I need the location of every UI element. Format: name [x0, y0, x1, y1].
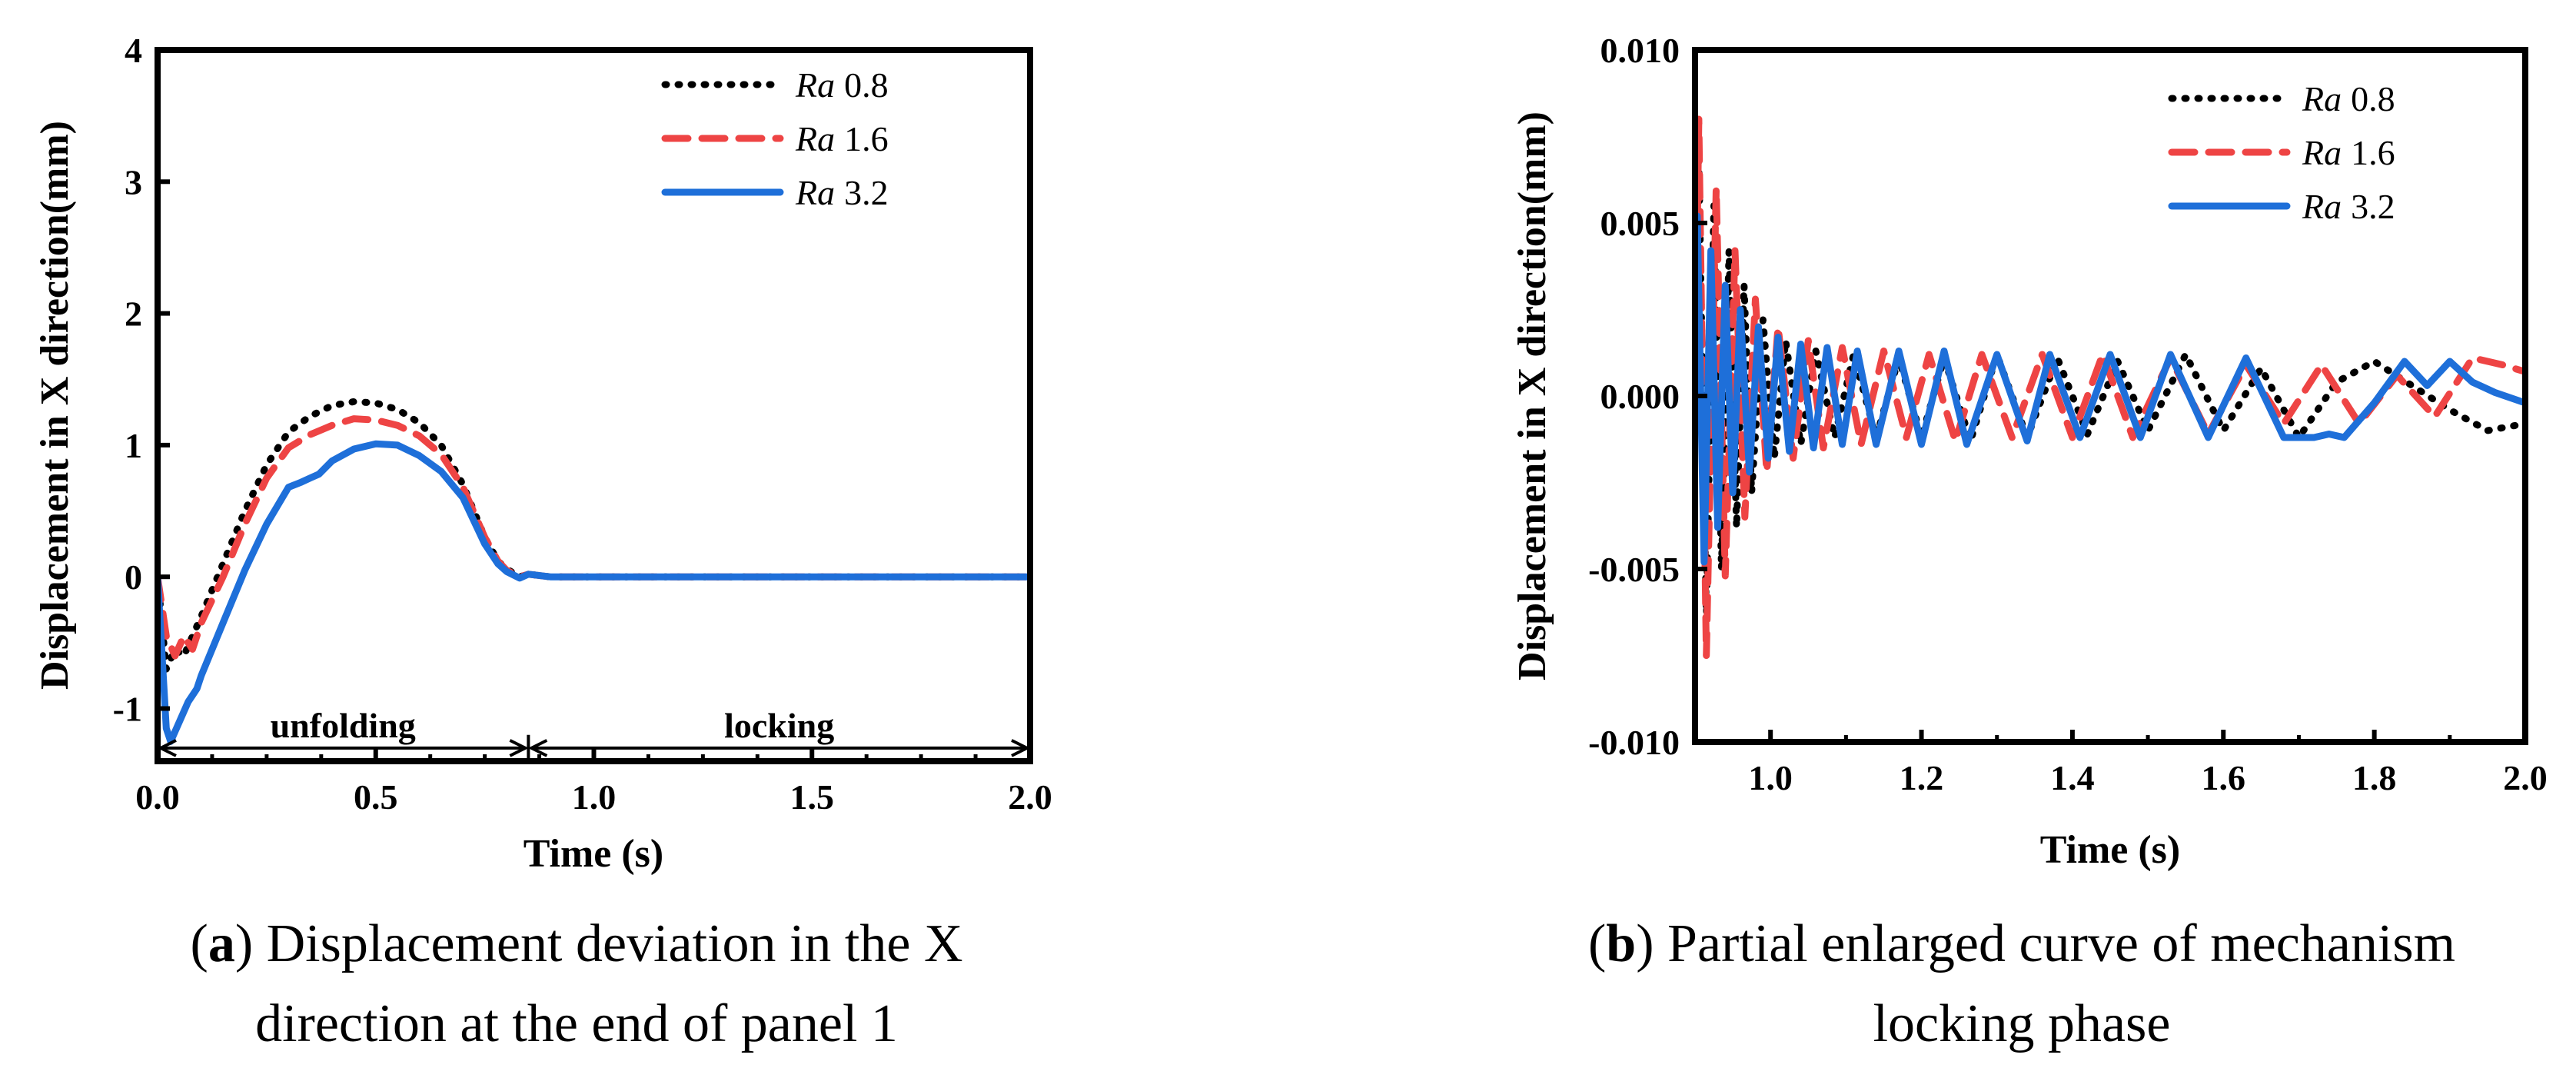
y-tick-label-a-2: 1	[125, 426, 142, 465]
legend-prefix: Ra	[795, 65, 835, 105]
chart-b: 1.0 1.2 1.4 1.6 1.8 2.0 -0.010 -0.005 0.000 0.005…	[1511, 31, 2548, 872]
legend-label-a-1: Ra 1.6	[795, 119, 889, 158]
legend-prefix: Ra	[795, 119, 835, 158]
legend-label-b-1: Ra 1.6	[2302, 133, 2395, 172]
legend-prefix: Ra	[2302, 133, 2342, 172]
x-tick-label-b-3: 1.6	[2202, 758, 2246, 797]
series-line-b-1	[1695, 115, 2525, 659]
caption-a-text-1: Displacement deviation in the X	[266, 914, 963, 973]
y-axis-title-a: Displacement in X direction(mm)	[33, 121, 77, 690]
series-line-a-1	[158, 415, 1030, 660]
legend-value: 0.8	[844, 65, 889, 105]
legend-value: 1.6	[2351, 133, 2395, 172]
legend-a: Ra 0.8Ra 1.6Ra 3.2	[661, 65, 889, 212]
caption-a-line-1: (a) Displacement deviation in the X	[190, 914, 963, 973]
annotation-arrowhead-right-0	[509, 739, 529, 757]
x-tick-label-b-2: 1.4	[2050, 758, 2095, 797]
legend-label-a-0: Ra 0.8	[795, 65, 889, 105]
caption-a-line-2: direction at the end of panel 1	[255, 994, 898, 1053]
caption-b-letter: b	[1606, 914, 1637, 973]
x-tick-label-a-4: 2.0	[1008, 777, 1052, 817]
x-axis-title-a: Time (s)	[524, 832, 663, 876]
legend-label-b-2: Ra 3.2	[2302, 187, 2395, 226]
legend-label-a-2: Ra 3.2	[795, 173, 889, 212]
x-tick-label-a-1: 0.5	[354, 777, 398, 817]
y-tick-label-b-4: 0.010	[1600, 31, 1680, 70]
caption-b-line-1: (b) Partial enlarged curve of mechanism	[1587, 914, 2456, 973]
series-line-b-2	[1695, 212, 2525, 566]
caption-b-line-2: locking phase	[1873, 994, 2171, 1053]
y-tick-label-a-4: 3	[125, 162, 142, 201]
x-tick-label-a-3: 1.5	[790, 777, 835, 817]
legend-value: 3.2	[844, 173, 889, 212]
legend-value: 3.2	[2351, 187, 2395, 226]
y-tick-label-a-5: 4	[125, 31, 142, 70]
y-tick-label-b-3: 0.005	[1600, 204, 1680, 243]
annotation-arrowhead-left-1	[527, 739, 548, 757]
y-tick-label-a-0: -1	[113, 689, 142, 728]
caption-b-text-1: Partial enlarged curve of mechanism	[1667, 914, 2456, 973]
legend-label-b-0: Ra 0.8	[2302, 79, 2395, 118]
legend-b: Ra 0.8Ra 1.6Ra 3.2	[2168, 79, 2395, 226]
caption-a-letter: a	[208, 914, 235, 973]
x-tick-label-a-2: 1.0	[572, 777, 617, 817]
x-tick-label-b-5: 2.0	[2503, 758, 2548, 797]
x-tick-label-b-4: 1.8	[2352, 758, 2397, 797]
annotation-label-0: unfolding	[271, 706, 416, 745]
legend-prefix: Ra	[2302, 79, 2342, 118]
y-axis-title-b: Displacement in X direction(mm)	[1511, 111, 1554, 680]
legend-prefix: Ra	[2302, 187, 2342, 226]
legend-value: 0.8	[2351, 79, 2395, 118]
series-line-a-2	[158, 440, 1030, 745]
x-axis-title-b: Time (s)	[2040, 828, 2180, 872]
legend-value: 1.6	[844, 119, 889, 158]
y-tick-label-a-3: 2	[125, 294, 142, 334]
annotation-arrowhead-right-1	[1011, 739, 1031, 757]
annotation-label-1: locking	[724, 706, 834, 745]
y-tick-label-b-1: -0.005	[1588, 550, 1680, 589]
caption-a: (a) Displacement deviation in the X dire…	[61, 904, 1092, 1064]
y-tick-label-b-0: -0.010	[1588, 723, 1680, 762]
y-tick-label-a-1: 0	[125, 557, 142, 597]
annotation-arrowhead-left-0	[157, 739, 177, 757]
series-line-a-0	[158, 398, 1030, 673]
legend-prefix: Ra	[795, 173, 835, 212]
x-tick-label-b-1: 1.2	[1900, 758, 1944, 797]
plot-frame-a	[155, 47, 1033, 764]
caption-b: (b) Partial enlarged curve of mechanism …	[1476, 904, 2568, 1064]
x-tick-label-a-0: 0.0	[135, 777, 180, 817]
y-tick-label-b-2: 0.000	[1600, 377, 1680, 416]
x-tick-label-b-0: 1.0	[1748, 758, 1793, 797]
